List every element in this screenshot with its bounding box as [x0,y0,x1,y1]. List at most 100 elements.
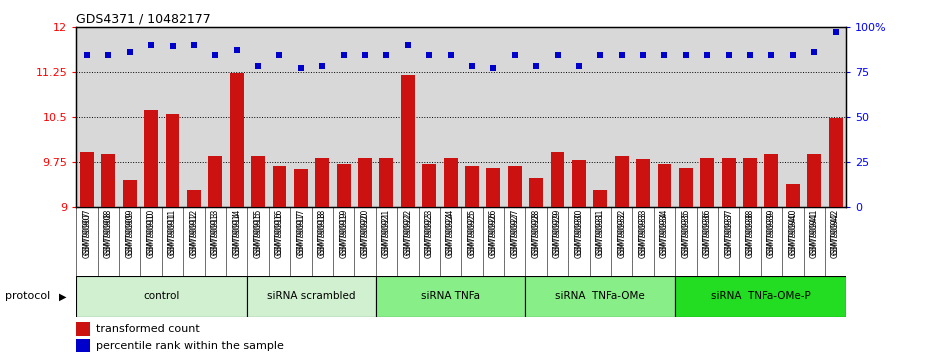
Text: GSM790916: GSM790916 [275,212,284,258]
Bar [315,158,329,207]
Text: GSM790931: GSM790931 [596,212,604,258]
Point [144,42,159,47]
Text: GSM790934: GSM790934 [660,212,669,258]
Text: siRNA  TNFa-OMe: siRNA TNFa-OMe [555,291,645,302]
Text: GSM790926: GSM790926 [489,212,498,258]
Text: GSM790942: GSM790942 [831,212,840,258]
Text: GDS4371 / 10482177: GDS4371 / 10482177 [76,12,211,25]
Point [443,53,458,58]
Text: GSM790930: GSM790930 [575,212,583,258]
Bar [593,190,607,207]
Text: GSM790922: GSM790922 [404,212,412,258]
Text: GSM790938: GSM790938 [746,212,754,258]
Bar [551,152,565,207]
Text: GSM790915: GSM790915 [254,212,262,258]
Bar [230,74,244,207]
Bar [80,152,94,207]
Bar [508,166,522,207]
Text: GSM790933: GSM790933 [639,212,647,258]
Bar [807,154,821,207]
Point [337,53,352,58]
Text: GSM790937: GSM790937 [724,212,733,258]
Point [101,53,115,58]
Bar [658,164,671,207]
Text: GSM790918: GSM790918 [318,212,326,258]
Text: GSM790925: GSM790925 [468,212,476,258]
Bar [294,169,308,207]
Point [528,63,543,69]
Point [593,53,608,58]
Point [485,65,500,71]
Text: siRNA scrambled: siRNA scrambled [267,291,356,302]
Text: GSM790940: GSM790940 [789,212,797,258]
Bar [272,166,286,207]
Bar [337,164,351,207]
Text: transformed count: transformed count [97,324,200,334]
Bar [764,154,778,207]
Text: GSM790911: GSM790911 [168,212,177,258]
Point [828,29,843,35]
Bar [444,158,458,207]
Point [272,53,287,58]
Point [123,49,138,55]
Text: GSM790941: GSM790941 [810,212,818,258]
Text: siRNA TNFa: siRNA TNFa [421,291,480,302]
Text: GSM790919: GSM790919 [339,212,348,258]
Bar [376,276,525,317]
Bar [251,156,265,207]
Point [614,53,629,58]
Point [422,53,437,58]
Text: GSM790939: GSM790939 [767,212,776,258]
Text: GSM790929: GSM790929 [553,212,562,258]
Text: GSM790914: GSM790914 [232,212,241,258]
Bar [166,114,179,207]
Text: GSM790923: GSM790923 [425,212,433,258]
Point [166,44,180,49]
Bar [401,75,415,207]
Point [357,53,372,58]
Point [294,65,309,71]
Bar [743,158,757,207]
Point [401,42,416,47]
Text: siRNA  TNFa-OMe-P: siRNA TNFa-OMe-P [711,291,811,302]
Bar [422,164,436,207]
Point [80,53,95,58]
Bar [208,156,222,207]
Point [465,63,480,69]
Text: percentile rank within the sample: percentile rank within the sample [97,341,285,351]
Text: GSM790932: GSM790932 [618,212,626,258]
Point [742,53,757,58]
Bar [379,158,393,207]
Bar [247,276,376,317]
Point [250,63,266,69]
Bar [123,180,137,207]
Bar [525,276,675,317]
Point [314,63,329,69]
Text: GSM790909: GSM790909 [126,212,134,258]
Text: GSM790913: GSM790913 [211,212,219,258]
Text: GSM790908: GSM790908 [104,212,113,258]
Bar [615,156,629,207]
Text: GSM790927: GSM790927 [511,212,519,258]
Bar [529,178,543,207]
Text: GSM790928: GSM790928 [532,212,540,258]
Text: GSM790917: GSM790917 [297,212,305,258]
Bar [144,110,158,207]
Text: GSM790912: GSM790912 [190,212,198,258]
Bar [465,166,479,207]
Point [208,53,223,58]
Bar [486,168,500,207]
Bar [786,184,800,207]
Text: protocol: protocol [5,291,50,302]
Point [186,42,201,47]
Bar [700,158,714,207]
Point [722,53,737,58]
Point [636,53,651,58]
Point [508,53,523,58]
Bar [572,160,586,207]
Text: GSM790924: GSM790924 [446,212,455,258]
Bar [675,276,846,317]
Point [657,53,671,58]
Text: control: control [143,291,180,302]
Bar [679,168,693,207]
